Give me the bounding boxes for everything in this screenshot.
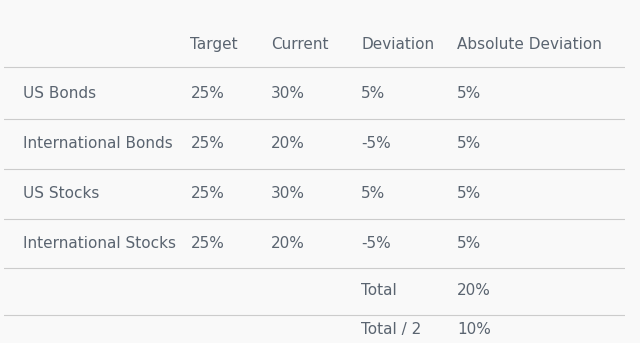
Text: US Bonds: US Bonds [23,86,96,102]
Text: Current: Current [271,37,328,51]
Text: 20%: 20% [458,283,491,298]
Text: 25%: 25% [190,186,224,201]
Text: 5%: 5% [458,236,481,251]
Text: 25%: 25% [190,236,224,251]
Text: 5%: 5% [361,86,385,102]
Text: International Bonds: International Bonds [23,136,173,151]
Text: -5%: -5% [361,136,391,151]
Text: 5%: 5% [458,186,481,201]
Text: 10%: 10% [458,322,491,338]
Text: 20%: 20% [271,136,305,151]
Text: Deviation: Deviation [361,37,434,51]
Text: 5%: 5% [458,136,481,151]
Text: 5%: 5% [361,186,385,201]
Text: 5%: 5% [458,86,481,102]
Text: US Stocks: US Stocks [23,186,99,201]
Text: 20%: 20% [271,236,305,251]
Text: Total: Total [361,283,397,298]
Text: -5%: -5% [361,236,391,251]
Text: Target: Target [190,37,238,51]
Text: Total / 2: Total / 2 [361,322,421,338]
Text: 25%: 25% [190,86,224,102]
Text: Absolute Deviation: Absolute Deviation [458,37,602,51]
Text: 30%: 30% [271,86,305,102]
Text: 30%: 30% [271,186,305,201]
Text: 25%: 25% [190,136,224,151]
Text: International Stocks: International Stocks [23,236,176,251]
